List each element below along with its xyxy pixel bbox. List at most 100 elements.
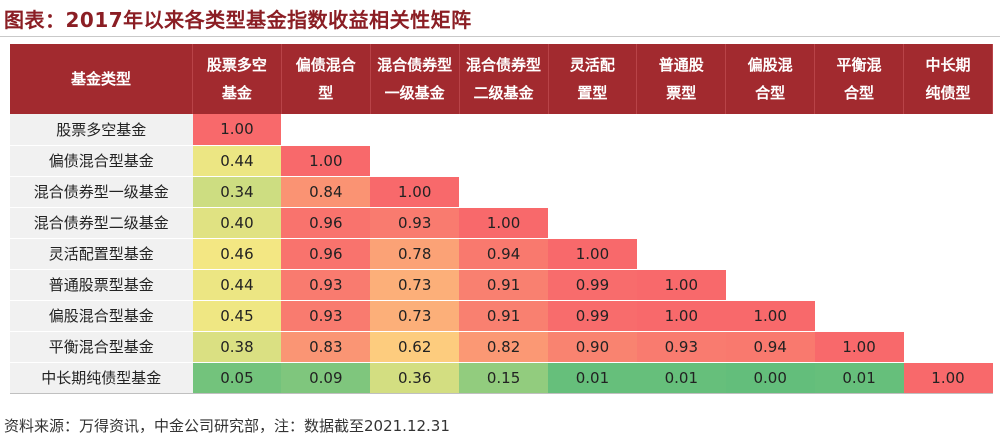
table-row: 偏债混合型基金 0.44 1.00: [10, 145, 993, 177]
empty-cell: [725, 207, 815, 239]
figure-title: 图表：2017年以来各类型基金指数收益相关性矩阵: [4, 8, 472, 32]
column-header-line: 二级基金: [473, 84, 534, 102]
column-header-line: 混合债券型: [377, 56, 453, 74]
empty-cell: [814, 176, 904, 208]
column-header-line: 普通股: [658, 56, 704, 74]
correlation-cell: 0.45: [192, 300, 282, 332]
column-header-line: 股票多空: [206, 56, 267, 74]
correlation-cell: 0.15: [459, 362, 548, 394]
table-row: 混合债券型二级基金 0.40 0.96 0.93 1.00: [10, 207, 993, 239]
row-label: 偏债混合型基金: [10, 145, 193, 177]
empty-cell: [459, 114, 548, 146]
row-label: 中长期纯债型基金: [10, 362, 193, 394]
column-header-line: 灵活配: [569, 56, 615, 74]
correlation-cell: 0.99: [548, 269, 637, 301]
correlation-cell: 0.91: [459, 300, 548, 332]
empty-cell: [636, 238, 726, 270]
correlation-cell: 0.44: [192, 269, 282, 301]
column-header: 偏债混合型: [281, 44, 371, 114]
empty-cell: [725, 176, 815, 208]
correlation-matrix-table: 基金类型 股票多空 基金 偏债混合型混合债券型 一级基金 混合债券型 二级基金 灵活配 置型普…: [10, 44, 993, 394]
empty-cell: [814, 114, 904, 146]
column-header-line: 型: [318, 84, 334, 102]
correlation-cell: 0.73: [370, 300, 460, 332]
column-header-line: 中长期: [925, 56, 971, 74]
table-body: 股票多空基金 1.00 偏债混合型基金 0.44 1.00 混合债券型一级基金 0.34 0.…: [10, 114, 993, 394]
column-header-line: 合型: [755, 84, 786, 102]
correlation-cell: 0.93: [281, 269, 371, 301]
column-header-line: 置型: [577, 84, 608, 102]
correlation-cell: 1.00: [459, 207, 548, 239]
empty-cell: [725, 114, 815, 146]
column-header-line: 纯债型: [925, 84, 971, 102]
column-header-line: 偏债混合: [295, 56, 356, 74]
correlation-cell: 0.96: [281, 238, 371, 270]
empty-cell: [814, 300, 904, 332]
correlation-cell: 0.34: [192, 176, 282, 208]
correlation-cell: 0.83: [281, 331, 371, 363]
empty-cell: [903, 238, 993, 270]
column-header-line: 偏股混: [747, 56, 793, 74]
empty-cell: [903, 207, 993, 239]
column-header: 灵活配 置型: [548, 44, 638, 114]
column-header: 平衡混 合型: [814, 44, 904, 114]
correlation-cell: 0.93: [281, 300, 371, 332]
empty-cell: [370, 114, 460, 146]
correlation-cell: 0.84: [281, 176, 371, 208]
corner-header: 基金类型: [10, 44, 193, 114]
correlation-cell: 0.44: [192, 145, 282, 177]
correlation-cell: 1.00: [903, 362, 993, 394]
correlation-cell: 0.96: [281, 207, 371, 239]
column-header: 中长期 纯债型: [903, 44, 993, 114]
empty-cell: [459, 145, 548, 177]
empty-cell: [903, 331, 993, 363]
row-label: 偏股混合型基金: [10, 300, 193, 332]
column-header-line: 平衡混: [836, 56, 882, 74]
correlation-cell: 0.01: [636, 362, 726, 394]
column-header: 混合债券型 一级基金: [370, 44, 460, 114]
correlation-cell: 0.46: [192, 238, 282, 270]
empty-cell: [903, 176, 993, 208]
row-label: 混合债券型二级基金: [10, 207, 193, 239]
empty-cell: [548, 176, 637, 208]
correlation-cell: 0.05: [192, 362, 282, 394]
empty-cell: [725, 145, 815, 177]
correlation-cell: 0.38: [192, 331, 282, 363]
correlation-cell: 1.00: [192, 114, 282, 146]
table-row: 平衡混合型基金 0.38 0.83 0.62 0.82 0.90 0.93 0.94 1.00: [10, 331, 993, 363]
title-divider: [0, 36, 1000, 37]
empty-cell: [814, 269, 904, 301]
correlation-cell: 0.01: [814, 362, 904, 394]
correlation-cell: 0.93: [370, 207, 460, 239]
empty-cell: [903, 300, 993, 332]
table-row: 股票多空基金 1.00: [10, 114, 993, 146]
empty-cell: [725, 269, 815, 301]
column-header: 股票多空 基金: [192, 44, 282, 114]
empty-cell: [725, 238, 815, 270]
empty-cell: [548, 207, 637, 239]
column-header-line: 一级基金: [384, 84, 445, 102]
correlation-cell: 1.00: [814, 331, 904, 363]
empty-cell: [903, 269, 993, 301]
column-header: 普通股 票型: [636, 44, 727, 114]
correlation-cell: 0.40: [192, 207, 282, 239]
column-header-line: 票型: [666, 84, 697, 102]
empty-cell: [636, 114, 726, 146]
empty-cell: [548, 114, 637, 146]
row-label: 普通股票型基金: [10, 269, 193, 301]
row-label: 混合债券型一级基金: [10, 176, 193, 208]
column-header: 偏股混 合型: [725, 44, 816, 114]
correlation-cell: 0.94: [459, 238, 548, 270]
correlation-cell: 0.99: [548, 300, 637, 332]
row-label: 平衡混合型基金: [10, 331, 193, 363]
correlation-cell: 0.93: [636, 331, 726, 363]
column-header-line: 基金: [221, 84, 252, 102]
table-row: 混合债券型一级基金 0.34 0.84 1.00: [10, 176, 993, 208]
column-header-line: 混合债券型: [466, 56, 542, 74]
empty-cell: [814, 238, 904, 270]
correlation-cell: 0.82: [459, 331, 548, 363]
correlation-cell: 1.00: [548, 238, 637, 270]
column-header: 混合债券型 二级基金: [459, 44, 549, 114]
empty-cell: [370, 145, 460, 177]
row-label: 灵活配置型基金: [10, 238, 193, 270]
